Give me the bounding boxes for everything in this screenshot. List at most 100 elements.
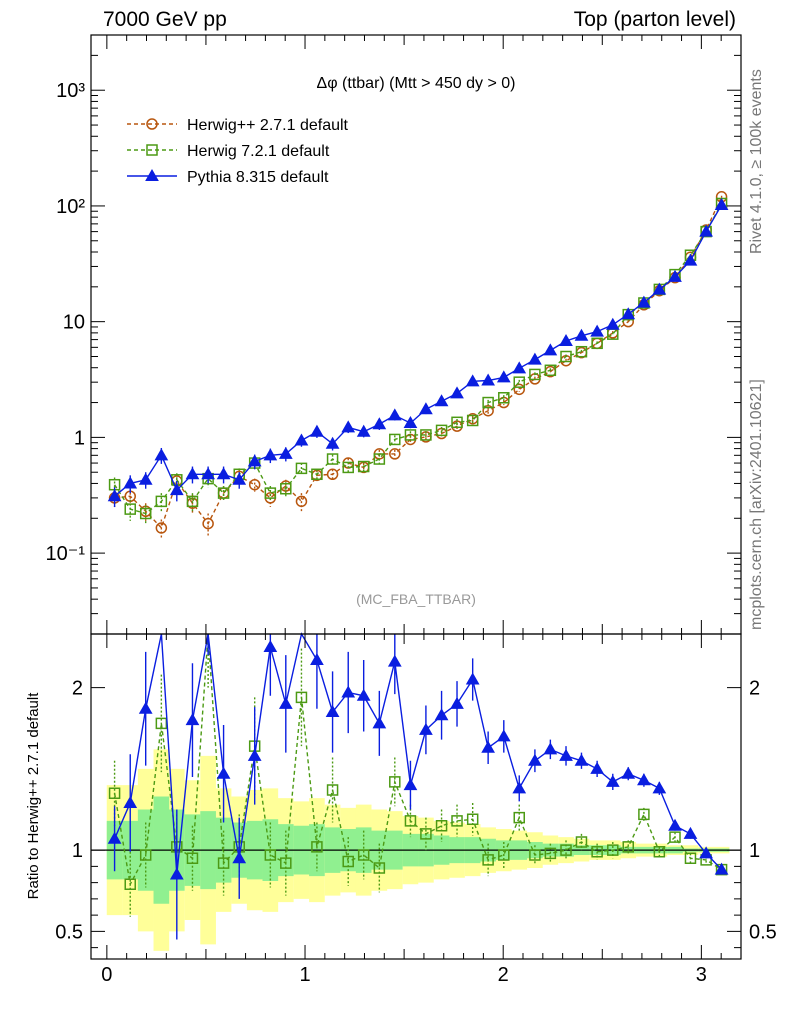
header-right: Top (parton level) [573, 8, 736, 31]
ratio-data-point [652, 781, 667, 794]
main-data-point [668, 269, 682, 282]
ratio-data-point [387, 654, 402, 667]
main-data-point [326, 468, 339, 481]
ratio-series [107, 632, 729, 940]
ratio-data-point [107, 831, 122, 844]
ratio-data-point [419, 722, 433, 735]
main-data-point [528, 352, 542, 365]
ratio-data-point [668, 818, 682, 831]
main-data-point [559, 334, 573, 347]
main-data-point [389, 433, 401, 446]
ratio-data-point [185, 713, 200, 726]
ratio-data-point [311, 841, 323, 853]
main-data-point [280, 482, 292, 495]
xtick-label: 3 [696, 964, 707, 986]
main-data-point [311, 468, 323, 481]
ratio-data-point [295, 691, 308, 704]
legend-marker [145, 168, 159, 181]
ratio-data-point [529, 849, 541, 861]
ratio-ytick-label-right: 0.5 [749, 921, 777, 943]
ratio-data-point [559, 748, 573, 761]
ratio-data-point [683, 826, 698, 839]
ratio-series-line [113, 632, 723, 875]
xtick-label: 0 [101, 964, 112, 986]
main-data-point [124, 503, 136, 515]
ratio-data-point [450, 696, 464, 709]
ratio-data-point [512, 781, 527, 794]
main-data-point [373, 453, 386, 465]
ratio-axes: 0.5 0.5 1 1 2 2 0 1 2 3 [55, 634, 777, 986]
ratio-data-point [669, 831, 681, 843]
ratio-data-point [373, 862, 386, 874]
legend-label: Herwig++ 2.7.1 default [187, 117, 349, 134]
main-data-point [247, 454, 262, 467]
main-data-point [403, 416, 418, 429]
main-data-point [107, 489, 122, 502]
ratio-data-point [434, 708, 449, 721]
main-data-point [278, 446, 293, 459]
main-data-point [310, 424, 324, 437]
main-data-point [341, 420, 356, 433]
ratio-data-point [699, 846, 713, 859]
main-axes: 10⁻¹ 1 10 10² 10³ [46, 34, 741, 635]
ratio-data-point [575, 836, 588, 848]
main-data-point [139, 507, 152, 520]
main-data-point [232, 472, 247, 485]
ratio-data-point [482, 854, 494, 866]
main-data-point [496, 370, 511, 383]
ratio-data-point [278, 696, 293, 709]
main-ytick-label: 1 [74, 427, 85, 449]
main-data-point [544, 364, 557, 377]
main-data-point [621, 307, 636, 320]
ratio-data-point [637, 773, 651, 786]
main-ytick-label: 10 [63, 312, 85, 334]
main-data-point [404, 429, 417, 441]
main-data-point [714, 197, 729, 210]
main-data-point [683, 253, 698, 266]
main-data-point [451, 416, 463, 429]
main-data-point [186, 495, 199, 508]
main-data-point [481, 373, 495, 386]
chart-title: Δφ (ttbar) (Mtt > 450 dy > 0) [317, 75, 516, 92]
main-data-point [123, 476, 138, 489]
ratio-data-point [435, 820, 448, 832]
main-data-point [169, 483, 184, 496]
main-ytick-label: 10⁻¹ [46, 543, 86, 565]
main-data-point [435, 424, 448, 437]
ratio-data-point [560, 844, 572, 856]
main-data-point [295, 462, 308, 475]
main-data-point [512, 361, 527, 374]
main-data-point [466, 414, 479, 427]
main-data-point [529, 368, 541, 381]
ratio-data-point [217, 857, 230, 869]
ratio-data-point [341, 685, 356, 698]
main-data-point [248, 478, 261, 491]
main-series [107, 191, 729, 539]
main-series-line [114, 204, 723, 497]
main-data-point [138, 472, 153, 485]
main-data-point [185, 467, 200, 480]
ratio-data-point [543, 742, 558, 755]
main-data-point [357, 460, 370, 473]
ratio-data-point [684, 852, 697, 864]
main-data-point [498, 392, 510, 404]
ratio-series-line [113, 633, 722, 887]
main-data-point [434, 394, 449, 407]
xtick-label: 1 [299, 964, 310, 986]
ratio-data-point [404, 815, 417, 827]
ratio-data-point [232, 851, 247, 864]
main-data-point [387, 408, 402, 421]
ratio-data-point [124, 878, 136, 890]
main-data-point [450, 386, 464, 399]
ratio-data-point [574, 753, 589, 766]
ratio-data-point [356, 688, 371, 701]
ratio-ylabel: Ratio to Herwig++ 2.7.1 default [25, 692, 42, 900]
ratio-data-point [247, 748, 262, 761]
main-data-point [295, 495, 308, 508]
ratio-data-point [123, 795, 138, 808]
ratio-data-point [138, 701, 153, 714]
main-data-point [372, 417, 387, 430]
ratio-data-point [420, 828, 432, 840]
main-data-point [389, 448, 401, 460]
ratio-ytick-label-right: 1 [749, 840, 760, 862]
